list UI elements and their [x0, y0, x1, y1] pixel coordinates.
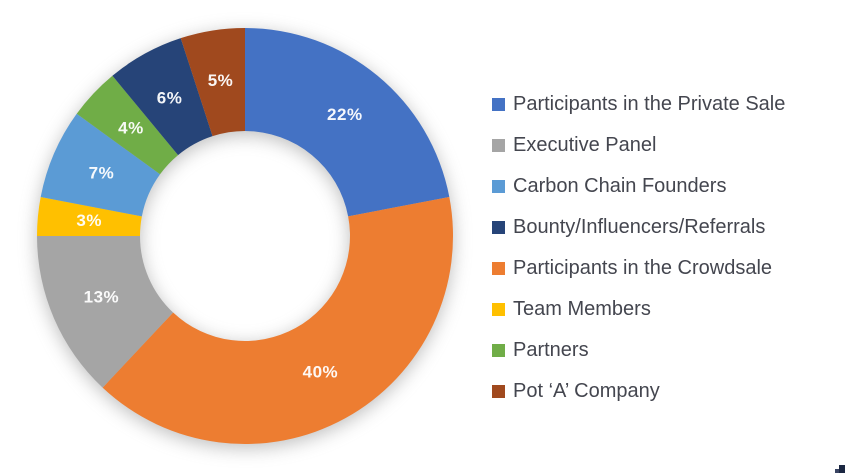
legend-item-5: Participants in the Crowdsale — [492, 248, 785, 289]
corner-artifact-bar — [835, 469, 839, 473]
legend-item-6: Team Members — [492, 289, 785, 330]
legend-label: Team Members — [513, 297, 651, 320]
legend-label: Pot ‘A’ Company — [513, 379, 660, 402]
legend-swatch-icon — [492, 180, 505, 193]
corner-artifact-bar — [839, 465, 845, 473]
legend-item-4: Bounty/Influencers/Referrals — [492, 207, 785, 248]
pie-segment-5 — [40, 113, 161, 217]
corner-artifact — [835, 463, 845, 473]
pie-segment-1 — [245, 28, 450, 217]
pie-segment-2 — [102, 197, 454, 445]
segment-data-label: 7% — [89, 163, 115, 182]
segment-data-label: 22% — [327, 105, 363, 124]
legend-label: Participants in the Private Sale — [513, 92, 786, 115]
legend-swatch-icon — [492, 139, 505, 152]
legend-label: Executive Panel — [513, 133, 657, 156]
segment-data-label: 13% — [84, 288, 120, 307]
legend-swatch-icon — [492, 221, 505, 234]
pie-segment-4 — [37, 197, 142, 236]
pie-segment-6 — [76, 75, 179, 175]
donut-chart: 22% 40% 13% 3% 7% 4% 6% 5% — [37, 28, 454, 445]
pie-segment-8 — [180, 28, 245, 137]
legend-item-7: Partners — [492, 330, 785, 371]
legend-swatch-icon — [492, 344, 505, 357]
legend-label: Bounty/Influencers/Referrals — [513, 215, 766, 238]
chart-legend: Participants in the Private Sale Executiv… — [492, 84, 785, 412]
legend-swatch-icon — [492, 385, 505, 398]
segment-data-label: 40% — [303, 363, 339, 382]
segment-data-label: 6% — [157, 88, 183, 107]
legend-item-8: Pot ‘A’ Company — [492, 371, 785, 412]
segment-data-label: 3% — [76, 211, 102, 230]
pie-segment-7 — [112, 38, 213, 156]
segment-data-label: 5% — [208, 71, 234, 90]
legend-item-2: Executive Panel — [492, 125, 785, 166]
legend-swatch-icon — [492, 262, 505, 275]
segment-data-label: 4% — [118, 118, 144, 137]
pie-segment-3 — [37, 236, 174, 388]
legend-label: Partners — [513, 338, 589, 361]
legend-item-1: Participants in the Private Sale — [492, 84, 785, 125]
legend-swatch-icon — [492, 98, 505, 111]
legend-swatch-icon — [492, 303, 505, 316]
legend-label: Participants in the Crowdsale — [513, 256, 773, 279]
legend-item-3: Carbon Chain Founders — [492, 166, 785, 207]
legend-label: Carbon Chain Founders — [513, 174, 727, 197]
